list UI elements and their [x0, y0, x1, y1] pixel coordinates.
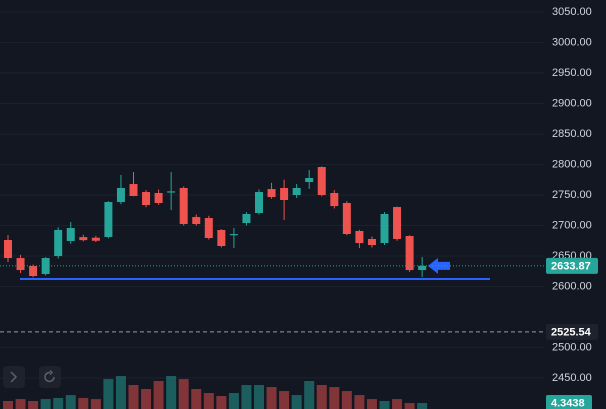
volume-bar	[78, 397, 89, 409]
reset-button[interactable]	[39, 366, 61, 388]
candle-body	[267, 189, 276, 198]
y-tick-label: 2500.00	[552, 341, 592, 353]
y-tick-label: 2850.00	[552, 128, 592, 140]
volume-bar	[203, 392, 214, 409]
volume-bar	[304, 380, 315, 409]
volume-bar	[279, 391, 290, 409]
y-tick-label: 3050.00	[552, 6, 592, 18]
volume-bar	[216, 396, 227, 409]
volume-bar	[90, 399, 101, 409]
candle-body	[367, 238, 376, 246]
candle-body	[54, 229, 63, 257]
candle-body	[292, 187, 301, 196]
volume-bar	[291, 395, 302, 409]
y-tick-label: 2900.00	[552, 97, 592, 109]
last-price-box	[546, 257, 598, 274]
volume-box	[546, 395, 592, 409]
volume-bar	[28, 400, 39, 409]
volume-bar	[366, 399, 377, 409]
candle-body	[330, 193, 339, 207]
volume-bar	[65, 395, 76, 409]
candle-body	[342, 203, 351, 234]
y-tick-label: 3000.00	[552, 36, 592, 48]
candle-body	[154, 193, 163, 204]
candle-body	[229, 234, 238, 236]
volume-bar	[392, 399, 403, 409]
candle-body	[204, 218, 213, 239]
y-tick-label: 2800.00	[552, 158, 592, 170]
volume-bar	[141, 388, 152, 409]
candle-body	[4, 240, 12, 259]
y-tick-label: 2750.00	[552, 189, 592, 201]
candle-body	[305, 177, 314, 183]
volume-bar	[404, 403, 415, 409]
volume-bar	[15, 399, 26, 409]
volume-bar	[178, 379, 189, 409]
y-tick-label: 2600.00	[552, 280, 592, 292]
candle-body	[418, 265, 427, 271]
last-price-label: 2633.87	[551, 260, 591, 272]
candle-body	[179, 187, 188, 224]
volume-bar	[379, 400, 390, 409]
volume-bar	[354, 395, 365, 409]
candle-body	[167, 191, 176, 193]
candle-body	[79, 237, 88, 241]
volume-bar	[241, 384, 252, 409]
candle-body	[255, 192, 263, 214]
candle-body	[91, 237, 100, 241]
candle-body	[29, 266, 38, 277]
volume-bar	[3, 400, 13, 409]
volume-bar	[40, 399, 51, 409]
volume-bar	[316, 384, 327, 409]
candle-body	[217, 229, 226, 247]
reset-icon	[44, 369, 55, 383]
candle-body	[380, 213, 389, 244]
candle-body	[142, 192, 151, 206]
volume-bar	[103, 379, 114, 409]
volume-bar	[191, 388, 202, 409]
volume-bar	[115, 376, 126, 409]
candle-body	[16, 258, 25, 271]
marked-price-label: 2525.54	[551, 326, 592, 338]
volume-bar	[228, 392, 239, 409]
marked-price-box	[546, 323, 598, 340]
candle-body	[355, 231, 364, 244]
candle-body	[104, 202, 113, 237]
volume-label: 4.3438	[551, 397, 585, 409]
volume-bar	[266, 387, 277, 409]
candle-body	[66, 228, 75, 242]
volume-bar	[329, 387, 340, 409]
candle-body	[393, 207, 402, 239]
candle-body	[405, 236, 414, 271]
toolbar	[3, 366, 61, 388]
volume-bar	[166, 376, 177, 409]
volume-bar	[254, 384, 264, 409]
y-tick-label: 2700.00	[552, 219, 592, 231]
y-tick-label: 2950.00	[552, 67, 592, 79]
volume-bar	[53, 397, 64, 409]
candle-body	[280, 187, 289, 201]
candle-body	[192, 217, 201, 224]
candle-body	[242, 213, 251, 224]
scroll-icon	[10, 371, 18, 383]
candle-body	[129, 184, 138, 196]
volume-bar	[341, 391, 352, 409]
volume-bar	[153, 380, 164, 409]
candle-body	[317, 167, 326, 196]
volume-bar	[128, 384, 139, 409]
candle-body	[116, 187, 125, 203]
volume-bar	[417, 403, 428, 409]
y-tick-label: 2450.00	[552, 372, 592, 384]
scroll-button[interactable]	[3, 366, 25, 388]
